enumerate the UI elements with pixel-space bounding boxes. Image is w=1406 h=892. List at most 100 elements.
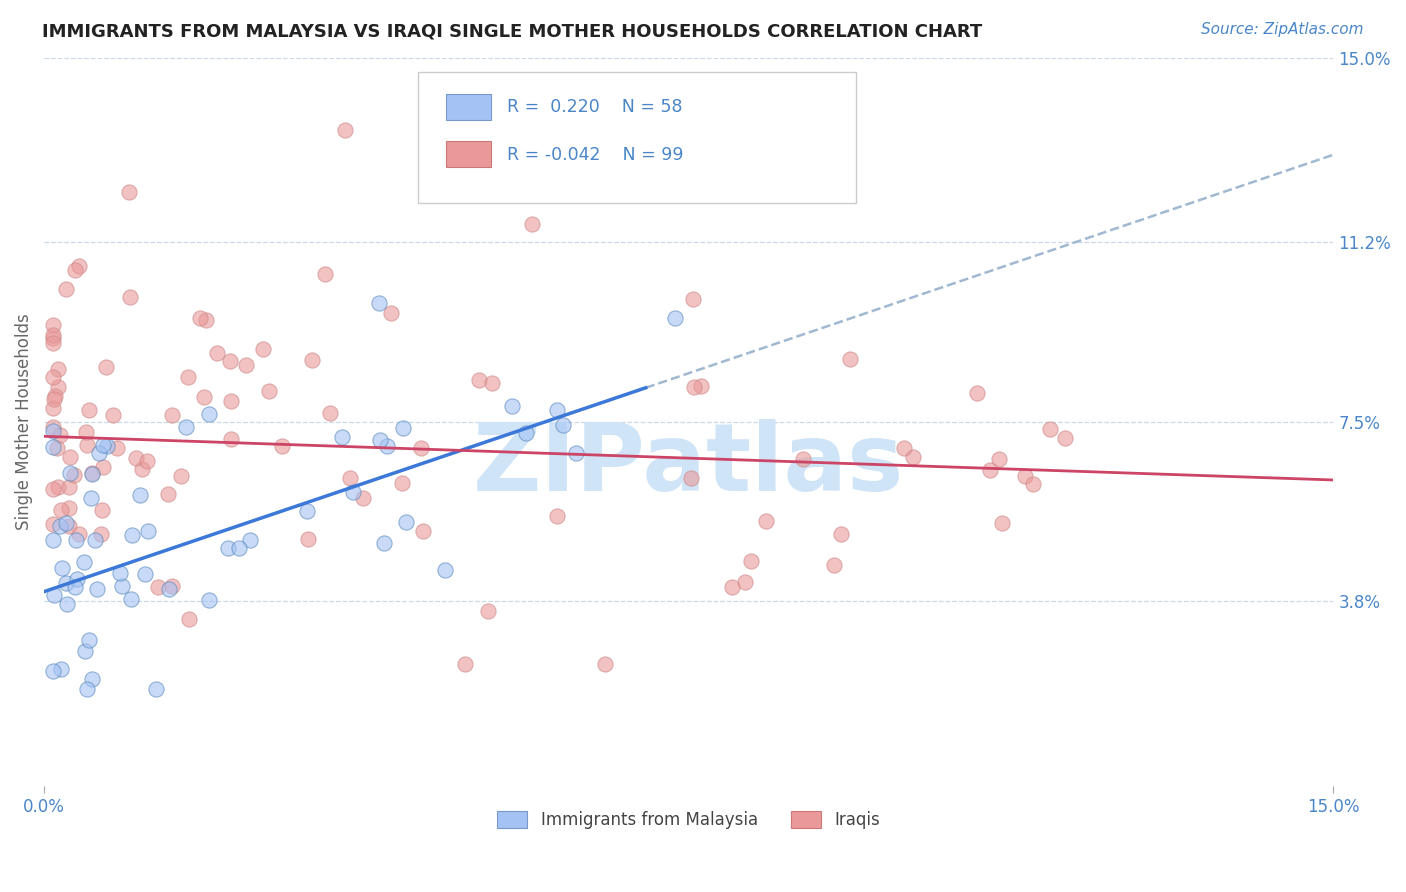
Point: [565, 446, 588, 460]
Point: [838, 351, 860, 366]
Point: [136, 453, 159, 467]
Point: [1022, 477, 1045, 491]
Point: [94, 359, 117, 374]
Point: [41, 401, 63, 415]
Text: IMMIGRANTS FROM MALAYSIA VS IRAQI SINGLE MOTHER HOUSEHOLDS CORRELATION CHART: IMMIGRANTS FROM MALAYSIA VS IRAQI SINGLE…: [42, 22, 983, 40]
Point: [73, 555, 96, 569]
Point: [901, 450, 924, 464]
Point: [177, 612, 200, 626]
Point: [546, 508, 568, 523]
Point: [41, 533, 63, 548]
Point: [239, 533, 262, 547]
Point: [46, 480, 69, 494]
Point: [477, 604, 499, 618]
Point: [90, 527, 112, 541]
Point: [515, 426, 537, 441]
Point: [391, 421, 413, 435]
Point: [501, 399, 523, 413]
Point: [188, 311, 211, 326]
Point: [80, 672, 103, 686]
Point: [62, 468, 84, 483]
Point: [131, 462, 153, 476]
Point: [120, 290, 142, 304]
Point: [65, 581, 87, 595]
Point: [93, 459, 115, 474]
Point: [91, 438, 114, 452]
Point: [41, 420, 63, 434]
Point: [721, 580, 744, 594]
Point: [409, 441, 432, 455]
Point: [979, 463, 1001, 477]
Point: [792, 451, 814, 466]
Point: [219, 432, 242, 446]
Point: [59, 450, 82, 464]
Point: [75, 643, 97, 657]
Point: [77, 632, 100, 647]
Point: [148, 580, 170, 594]
Point: [198, 592, 221, 607]
Point: [295, 504, 318, 518]
Point: [48, 428, 70, 442]
Point: [134, 566, 156, 581]
Point: [193, 390, 215, 404]
Point: [48, 361, 70, 376]
Point: [689, 378, 711, 392]
Point: [87, 446, 110, 460]
Point: [546, 403, 568, 417]
Point: [41, 483, 63, 497]
Point: [593, 657, 616, 672]
Point: [412, 524, 434, 539]
Point: [257, 384, 280, 399]
Point: [520, 218, 543, 232]
Point: [218, 354, 240, 368]
Point: [101, 408, 124, 422]
Point: [41, 664, 63, 678]
Point: [339, 471, 361, 485]
Point: [755, 514, 778, 528]
Point: [128, 488, 150, 502]
Point: [1014, 468, 1036, 483]
Point: [481, 376, 503, 391]
Point: [65, 263, 87, 277]
Point: [966, 386, 988, 401]
Point: [49, 519, 72, 533]
Point: [682, 292, 704, 306]
Point: [314, 267, 336, 281]
Point: [219, 394, 242, 409]
Point: [79, 491, 101, 505]
Point: [987, 451, 1010, 466]
Point: [734, 574, 756, 589]
Point: [84, 533, 107, 548]
Point: [375, 440, 398, 454]
Point: [740, 554, 762, 568]
Point: [1039, 422, 1062, 436]
Point: [893, 442, 915, 456]
Point: [41, 335, 63, 350]
Point: [41, 440, 63, 454]
Point: [80, 466, 103, 480]
Point: [66, 573, 89, 587]
Point: [49, 663, 72, 677]
Y-axis label: Single Mother Households: Single Mother Households: [15, 313, 32, 530]
Point: [58, 501, 80, 516]
Point: [367, 295, 389, 310]
Point: [80, 467, 103, 482]
Point: [45, 441, 67, 455]
Point: [41, 370, 63, 384]
Point: [75, 425, 97, 439]
Point: [160, 579, 183, 593]
Point: [120, 592, 142, 607]
Text: Source: ZipAtlas.com: Source: ZipAtlas.com: [1201, 22, 1364, 37]
Point: [681, 471, 703, 485]
Point: [121, 528, 143, 542]
Bar: [446, 94, 492, 120]
Point: [156, 487, 179, 501]
Point: [41, 424, 63, 438]
Point: [67, 526, 90, 541]
Point: [77, 403, 100, 417]
Point: [55, 282, 77, 296]
Point: [333, 123, 356, 137]
Point: [76, 681, 98, 696]
Point: [352, 491, 374, 506]
Point: [125, 451, 148, 466]
